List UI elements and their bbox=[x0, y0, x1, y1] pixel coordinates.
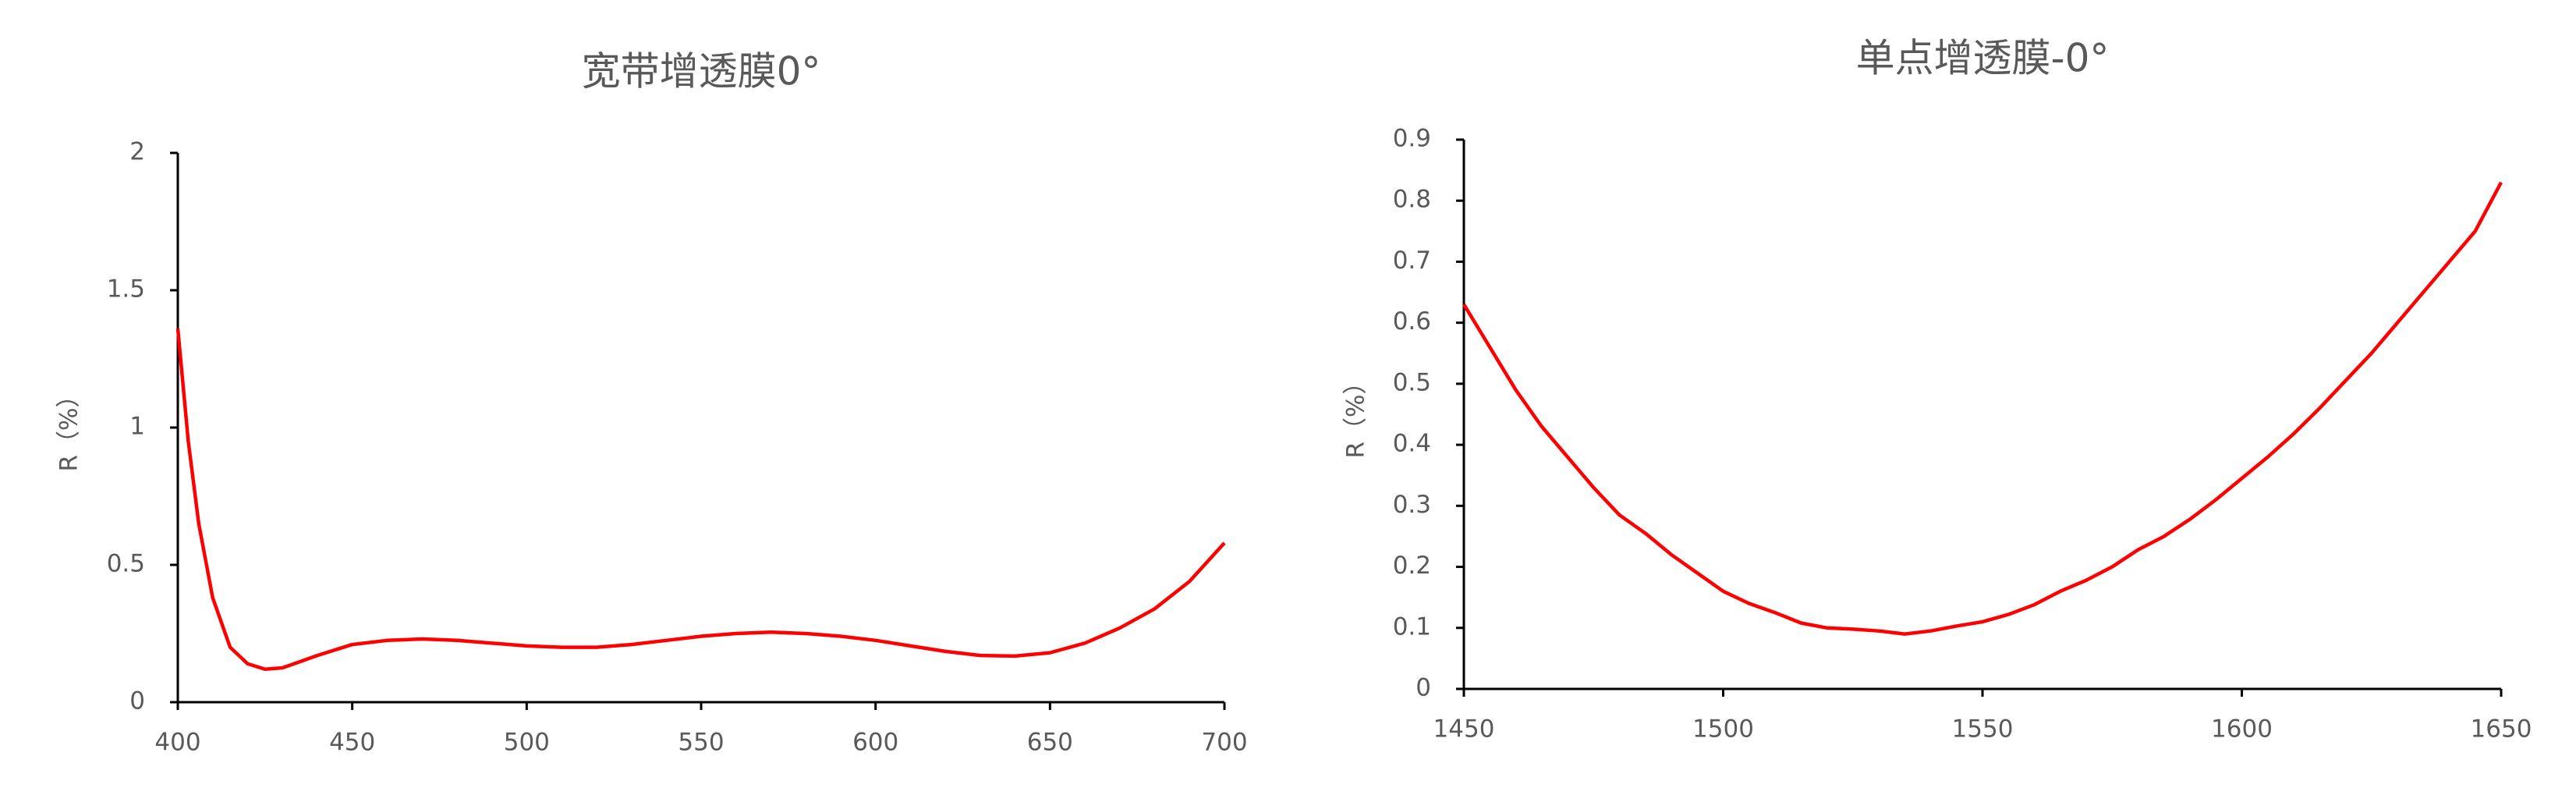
y-axis-label: R（%） bbox=[1342, 371, 1370, 459]
y-tick-label: 2 bbox=[129, 138, 145, 166]
x-tick-label: 500 bbox=[504, 729, 550, 757]
chart-title: 单点增透膜-0° bbox=[1856, 36, 2110, 81]
y-tick-label: 0.9 bbox=[1393, 125, 1431, 153]
x-tick-label: 650 bbox=[1027, 729, 1073, 757]
y-tick-label: 0.6 bbox=[1393, 307, 1431, 335]
y-tick-label: 0.3 bbox=[1393, 491, 1431, 519]
y-tick-label: 0.1 bbox=[1393, 612, 1431, 641]
x-tick-label: 1500 bbox=[1692, 715, 1754, 744]
y-tick-label: 1 bbox=[129, 413, 145, 441]
y-axis-label: R（%） bbox=[55, 384, 83, 472]
y-tick-label: 0.2 bbox=[1393, 552, 1431, 580]
data-line bbox=[175, 328, 1226, 672]
y-tick-label: 0 bbox=[1416, 674, 1431, 702]
y-tick-label: 0.5 bbox=[107, 550, 145, 578]
data-line bbox=[1462, 181, 2503, 636]
x-tick-label: 700 bbox=[1201, 729, 1247, 757]
x-tick-label: 450 bbox=[329, 729, 375, 757]
x-tick-label: 400 bbox=[154, 729, 200, 757]
x-tick-label: 1450 bbox=[1433, 715, 1495, 744]
x-tick-label: 1600 bbox=[2211, 715, 2273, 744]
y-tick-label: 0.5 bbox=[1393, 368, 1431, 396]
y-tick-label: 0.4 bbox=[1393, 430, 1431, 458]
y-tick-label: 0 bbox=[129, 687, 145, 715]
x-tick-label: 1550 bbox=[1952, 715, 2014, 744]
x-tick-label: 1650 bbox=[2471, 715, 2532, 744]
y-tick-label: 1.5 bbox=[107, 275, 145, 303]
x-tick-label: 550 bbox=[678, 729, 724, 757]
chart-title: 宽带增透膜0° bbox=[582, 49, 821, 94]
y-tick-label: 0.8 bbox=[1393, 186, 1431, 214]
y-tick-label: 0.7 bbox=[1393, 247, 1431, 275]
x-tick-label: 600 bbox=[852, 729, 898, 757]
